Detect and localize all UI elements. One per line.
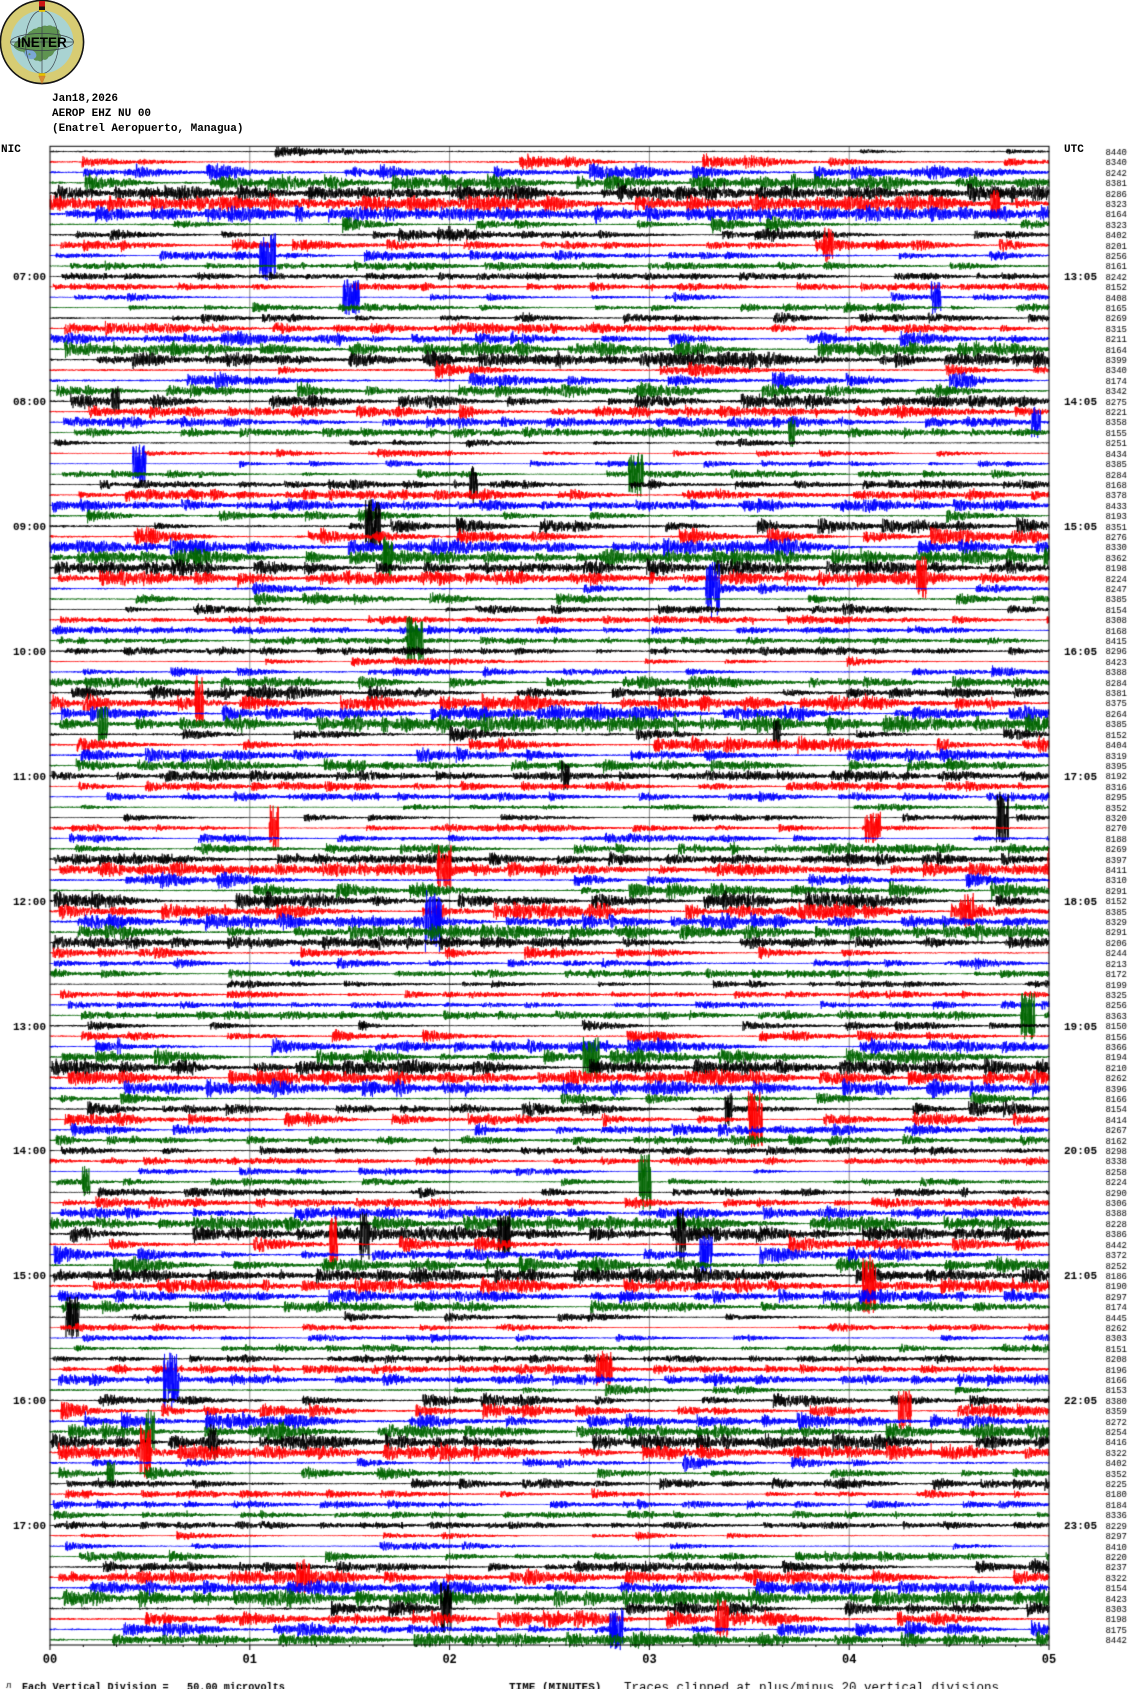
svg-text:INETER: INETER [17,35,67,50]
